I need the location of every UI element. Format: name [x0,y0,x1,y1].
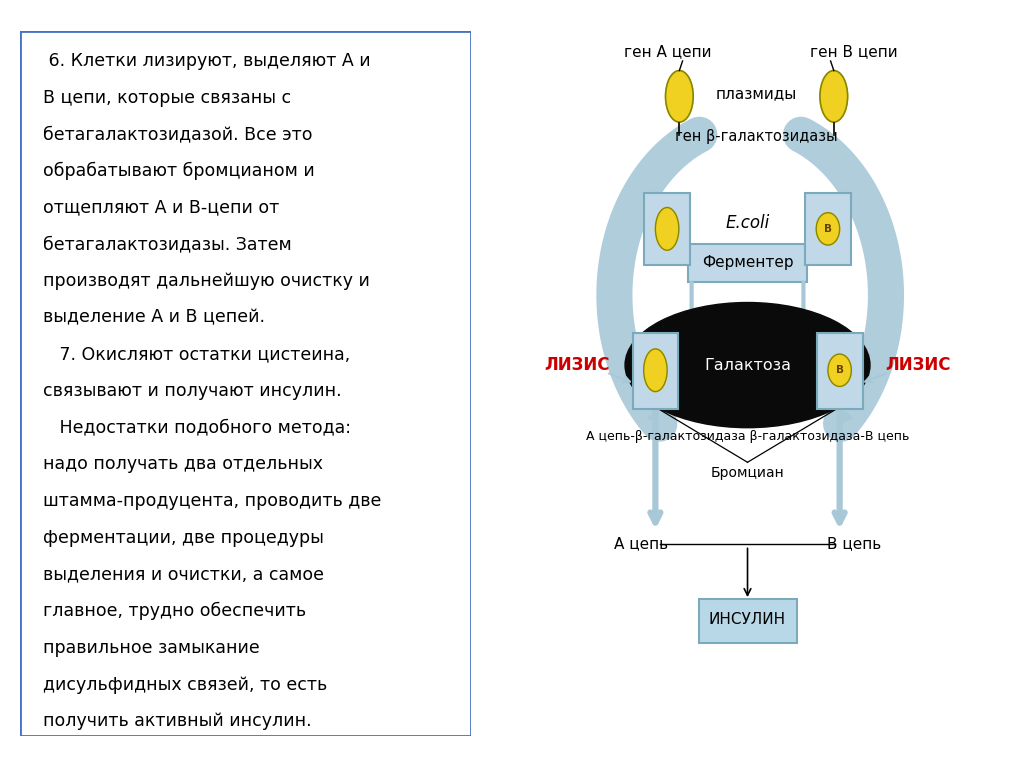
Text: ген А цепи: ген А цепи [624,44,712,60]
Ellipse shape [644,349,667,392]
FancyBboxPatch shape [633,333,678,409]
Text: B: B [836,365,844,375]
Text: связывают и получают инсулин.: связывают и получают инсулин. [43,382,342,400]
Text: производят дальнейшую очистку и: производят дальнейшую очистку и [43,272,370,290]
Ellipse shape [828,354,851,387]
Text: штамма-продуцента, проводить две: штамма-продуцента, проводить две [43,492,381,510]
Text: получить активный инсулин.: получить активный инсулин. [43,713,311,730]
Text: Бромциан: Бромциан [711,466,784,480]
Text: В цепь: В цепь [827,537,881,551]
Text: 7. Окисляют остатки цистеина,: 7. Окисляют остатки цистеина, [43,345,350,364]
Ellipse shape [816,212,840,245]
Text: отщепляют А и В-цепи от: отщепляют А и В-цепи от [43,199,280,216]
Text: выделение А и В цепей.: выделение А и В цепей. [43,308,265,327]
Text: ген β-галактозидазы: ген β-галактозидазы [675,130,838,144]
Ellipse shape [666,71,693,122]
Text: B: B [824,224,831,234]
FancyBboxPatch shape [688,244,807,282]
Ellipse shape [820,71,848,122]
Text: бетагалактозидазы. Затем: бетагалактозидазы. Затем [43,235,292,253]
Text: В цепи, которые связаны с: В цепи, которые связаны с [43,88,291,107]
Text: E.coli: E.coli [725,214,770,232]
Text: Ферментер: Ферментер [701,255,794,269]
Text: выделения и очистки, а самое: выделения и очистки, а самое [43,565,324,584]
FancyBboxPatch shape [20,31,471,736]
Text: плазмиды: плазмиды [716,87,798,101]
Text: ферментации, две процедуры: ферментации, две процедуры [43,529,324,547]
Text: Недостатки подобного метода:: Недостатки подобного метода: [43,419,351,436]
Text: ЛИЗИС: ЛИЗИС [545,356,610,374]
Text: надо получать два отдельных: надо получать два отдельных [43,456,323,473]
Text: бетагалактозидазой. Все это: бетагалактозидазой. Все это [43,125,312,143]
Text: А цепь: А цепь [614,537,668,551]
Ellipse shape [625,302,870,428]
Text: ген В цепи: ген В цепи [810,44,898,60]
Text: обрабатывают бромцианом и: обрабатывают бромцианом и [43,162,314,180]
Text: дисульфидных связей, то есть: дисульфидных связей, то есть [43,676,328,693]
FancyBboxPatch shape [817,333,862,409]
Text: главное, трудно обеспечить: главное, трудно обеспечить [43,602,306,621]
Text: А цепь-β-галактозидаза β-галактозидаза-В цепь: А цепь-β-галактозидаза β-галактозидаза-В… [586,430,909,443]
Text: Галактоза: Галактоза [705,357,791,373]
Text: ЛИЗИС: ЛИЗИС [885,356,950,374]
FancyBboxPatch shape [805,193,851,265]
FancyBboxPatch shape [698,598,797,643]
Text: ИНСУЛИН: ИНСУЛИН [709,612,786,627]
FancyBboxPatch shape [644,193,690,265]
Text: правильное замыкание: правильное замыкание [43,639,260,657]
Text: 6. Клетки лизируют, выделяют А и: 6. Клетки лизируют, выделяют А и [43,52,371,70]
Ellipse shape [655,208,679,250]
